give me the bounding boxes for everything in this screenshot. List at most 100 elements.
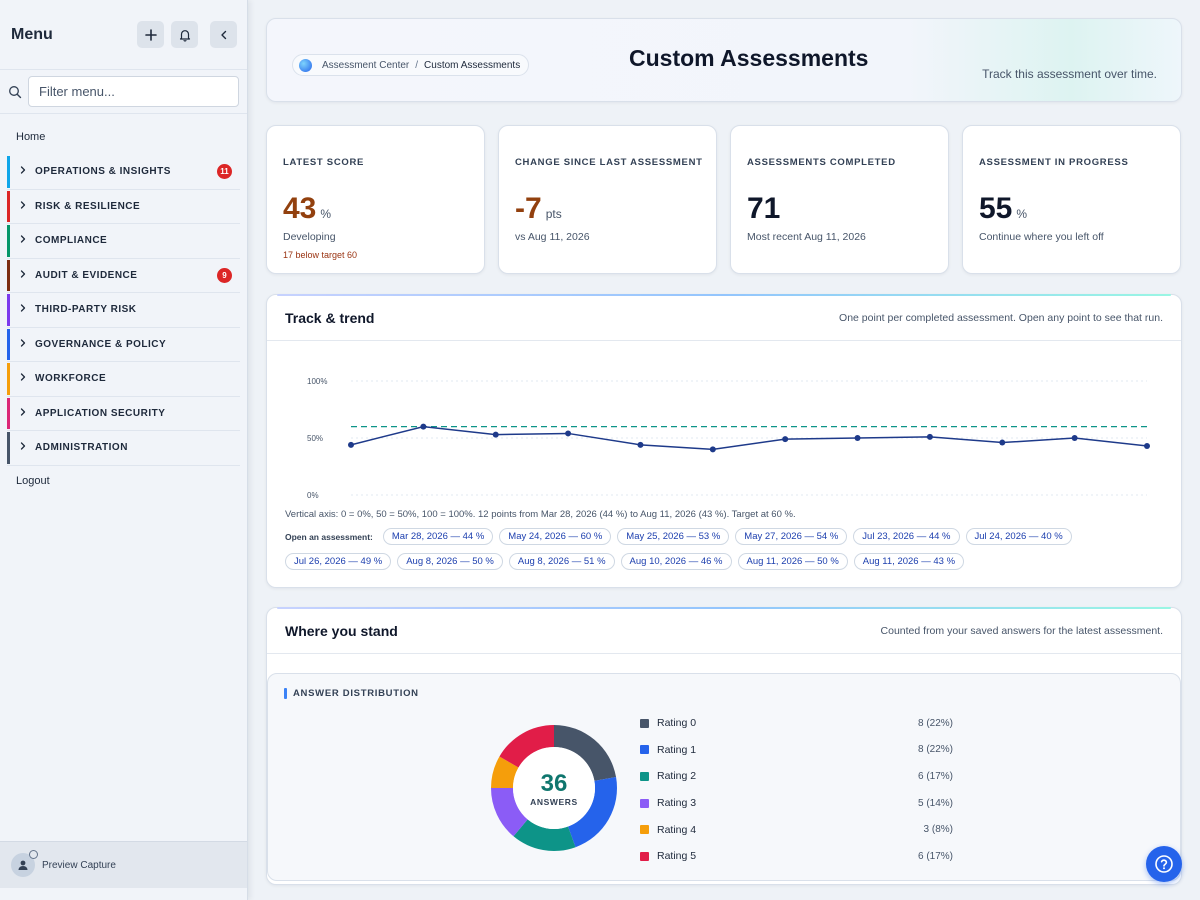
- sidebar-item-accent: [7, 397, 10, 429]
- user-profile[interactable]: Preview Capture: [0, 841, 247, 888]
- sidebar-item-accent: [7, 432, 10, 464]
- collapse-sidebar-button[interactable]: [210, 21, 237, 48]
- sidebar-item[interactable]: COMPLIANCE: [7, 224, 240, 259]
- data-point[interactable]: [926, 433, 933, 440]
- kpi-unit: %: [320, 207, 332, 221]
- assessment-chip[interactable]: Jul 26, 2026 — 49 %: [285, 553, 392, 570]
- data-point[interactable]: [854, 435, 861, 441]
- chevron-right-icon: [19, 373, 35, 384]
- kpi-value: -7: [515, 192, 542, 225]
- sidebar-item-accent: [7, 225, 10, 257]
- sidebar-item-label: GOVERNANCE & POLICY: [35, 338, 167, 350]
- sidebar-item-accent: [7, 363, 10, 395]
- assessment-chip[interactable]: Aug 8, 2026 — 50 %: [397, 553, 503, 570]
- data-point[interactable]: [348, 441, 354, 448]
- kpi-value: 43: [283, 192, 317, 225]
- sidebar-item[interactable]: APPLICATION SECURITY: [7, 397, 240, 431]
- data-point[interactable]: [1144, 442, 1150, 449]
- data-point[interactable]: [420, 423, 427, 430]
- sidebar-item[interactable]: GOVERNANCE & POLICY: [7, 328, 240, 362]
- assessment-chip[interactable]: Aug 10, 2026 — 46 %: [620, 553, 732, 570]
- assessment-chip[interactable]: Jul 23, 2026 — 44 %: [853, 528, 960, 545]
- sidebar-header: Menu: [0, 0, 247, 70]
- donut-slice[interactable]: [491, 756, 519, 789]
- filter-menu-input[interactable]: [28, 76, 239, 107]
- chevron-right-icon: [19, 408, 35, 419]
- data-point[interactable]: [637, 441, 644, 448]
- chevron-left-icon: [220, 30, 226, 39]
- legend-swatch: [640, 825, 649, 835]
- page-subtitle: Track this assessment over time.: [982, 67, 1157, 81]
- data-point[interactable]: [782, 436, 789, 443]
- data-point[interactable]: [999, 439, 1006, 446]
- answer-distribution: ANSWER DISTRIBUTION 36 ANSWERS Rating 0 8 …: [267, 673, 1181, 881]
- data-point[interactable]: [565, 430, 572, 437]
- donut-slice[interactable]: [499, 725, 554, 768]
- sidebar-item[interactable]: RISK & RESILIENCE: [7, 190, 240, 224]
- kpi-label: CHANGE SINCE LAST ASSESSMENT: [515, 157, 703, 168]
- sidebar-item[interactable]: OPERATIONS & INSIGHTS 11: [7, 155, 240, 190]
- sidebar-item-accent: [7, 156, 10, 188]
- legend-swatch: [640, 771, 649, 781]
- assessment-chip[interactable]: Aug 11, 2026 — 43 %: [853, 553, 965, 570]
- assessment-chip[interactable]: Mar 28, 2026 — 44 %: [382, 528, 494, 545]
- data-point[interactable]: [1071, 435, 1078, 441]
- kpi-unit: %: [1016, 207, 1028, 221]
- legend-label: Rating 2: [657, 770, 697, 783]
- donut-hole: [513, 747, 595, 829]
- sidebar-item[interactable]: WORKFORCE: [7, 362, 240, 397]
- donut-slice[interactable]: [491, 788, 528, 837]
- logout-link[interactable]: Logout: [16, 474, 50, 487]
- data-point[interactable]: [709, 446, 716, 453]
- distribution-label: ANSWER DISTRIBUTION: [284, 688, 419, 699]
- legend-swatch: [640, 745, 649, 755]
- trend-title: Track & trend: [285, 309, 375, 326]
- donut-total: 36: [541, 770, 568, 797]
- breadcrumb: Assessment Center / Custom Assessments: [292, 54, 530, 76]
- kpi-card: CHANGE SINCE LAST ASSESSMENT -7 pts vs Aug …: [498, 125, 717, 274]
- y-tick-label: 0%: [307, 491, 319, 500]
- donut-slice[interactable]: [554, 725, 617, 781]
- add-button[interactable]: [137, 21, 164, 48]
- kpi-subtext: vs Aug 11, 2026: [515, 231, 590, 243]
- assessment-chip[interactable]: Jul 24, 2026 — 40 %: [965, 528, 1072, 545]
- breadcrumb-parent[interactable]: Assessment Center: [322, 59, 410, 71]
- sidebar-item[interactable]: AUDIT & EVIDENCE 9: [7, 259, 240, 293]
- kpi-value-group: 43%: [283, 192, 331, 226]
- kpi-value: 55: [979, 192, 1013, 225]
- kpi-card: LATEST SCORE 43% Developing 17 below target…: [266, 125, 485, 274]
- sidebar-item[interactable]: ADMINISTRATION: [7, 431, 240, 466]
- chevron-right-icon: [19, 166, 35, 177]
- kpi-unit: pts: [545, 207, 562, 221]
- donut-caption: ANSWERS: [530, 797, 578, 807]
- chevron-right-icon: [19, 235, 35, 246]
- legend-value: 8 (22%): [917, 717, 953, 729]
- legend-row: Rating 4 3 (8%): [640, 816, 953, 843]
- panel-accent: [277, 294, 1171, 296]
- legend-row: Rating 1 8 (22%): [640, 737, 953, 764]
- sidebar-item[interactable]: THIRD-PARTY RISK: [7, 293, 240, 328]
- chevron-right-icon: [19, 339, 35, 350]
- donut-slice[interactable]: [513, 819, 576, 851]
- assessment-chip[interactable]: Aug 8, 2026 — 51 %: [508, 553, 615, 570]
- help-button[interactable]: [1146, 846, 1182, 882]
- sidebar-item-home[interactable]: Home: [16, 131, 46, 143]
- search-icon: [8, 85, 28, 99]
- legend-row: Rating 2 6 (17%): [640, 763, 953, 790]
- axis-note: Vertical axis: 0 = 0%, 50 = 50%, 100 = 1…: [285, 509, 796, 520]
- assessment-chip[interactable]: May 25, 2026 — 53 %: [617, 528, 730, 545]
- assessment-chip[interactable]: May 24, 2026 — 60 %: [499, 528, 612, 545]
- sidebar-item-label: ADMINISTRATION: [35, 442, 128, 454]
- data-point[interactable]: [492, 431, 499, 438]
- sidebar-item-label: THIRD-PARTY RISK: [35, 304, 137, 316]
- trend-chart: 0% 50% 100%: [307, 377, 1150, 500]
- avatar: [11, 850, 38, 877]
- legend-row: Rating 5 6 (17%): [640, 843, 953, 870]
- legend-value: 5 (14%): [917, 797, 953, 809]
- assessment-chip[interactable]: May 27, 2026 — 54 %: [735, 528, 848, 545]
- notifications-button[interactable]: [171, 21, 198, 48]
- stand-panel: Where you stand Counted from your saved …: [266, 607, 1182, 885]
- assessment-chip[interactable]: Aug 11, 2026 — 50 %: [737, 553, 848, 570]
- donut-slice[interactable]: [568, 777, 617, 848]
